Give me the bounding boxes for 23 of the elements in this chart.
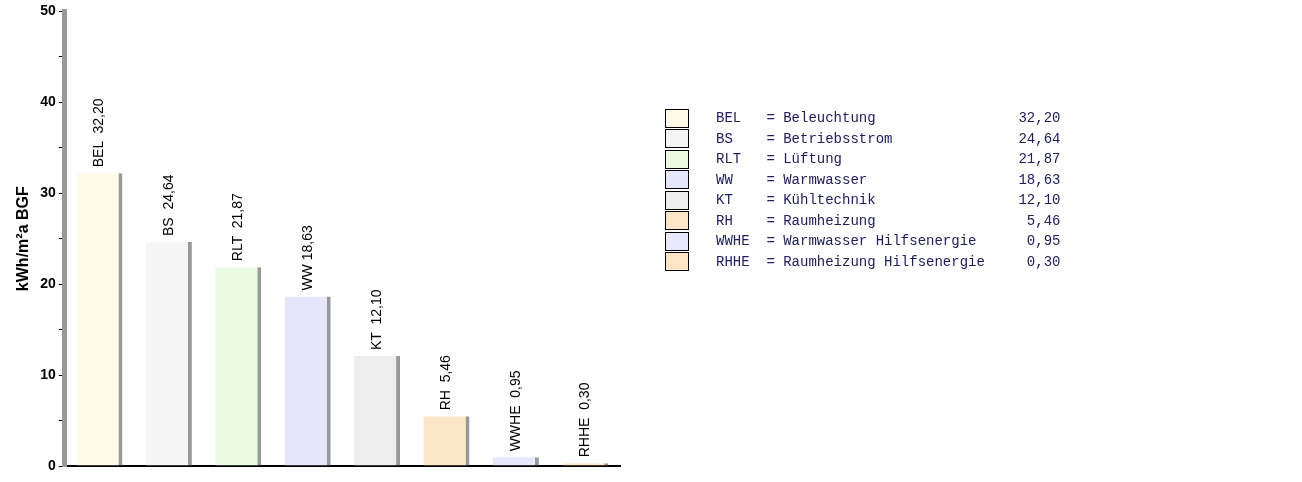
y-tick-label: 0 xyxy=(47,456,56,473)
y-tick-label: 40 xyxy=(40,93,56,110)
y-tick-label: 20 xyxy=(40,275,56,292)
data-label: RH 5,46 xyxy=(437,354,454,411)
y-axis-title: kWh/m²a BGF xyxy=(14,186,32,292)
y-tick-label: 50 xyxy=(40,2,56,19)
text: RLT = Lüftung 21,87 xyxy=(716,151,1061,168)
y-tick-label: 10 xyxy=(40,365,56,382)
data-label: RHHE 0,30 xyxy=(576,382,593,458)
text: WW = Warmwasser 18,63 xyxy=(716,171,1061,188)
text: KT = Kühltechnik 12,10 xyxy=(716,192,1061,209)
y-tick-label: 30 xyxy=(40,184,56,201)
text: RH = Raumheizung 5,46 xyxy=(716,212,1061,229)
text: RHHE = Raumheizung Hilfsenergie 0,30 xyxy=(716,253,1061,270)
data-label: BS 24,64 xyxy=(159,174,176,236)
data-label: BEL 32,20 xyxy=(90,98,107,168)
data-label: WW 18,63 xyxy=(298,225,315,291)
text: BS = Betriebsstrom 24,64 xyxy=(716,130,1061,147)
text: BEL = Beleuchtung 32,20 xyxy=(716,110,1061,127)
data-label: KT 12,10 xyxy=(367,289,384,350)
text: WWHE = Warmwasser Hilfsenergie 0,95 xyxy=(716,233,1061,250)
data-label: WWHE 0,95 xyxy=(506,370,523,452)
data-label: RLT 21,87 xyxy=(229,192,246,262)
